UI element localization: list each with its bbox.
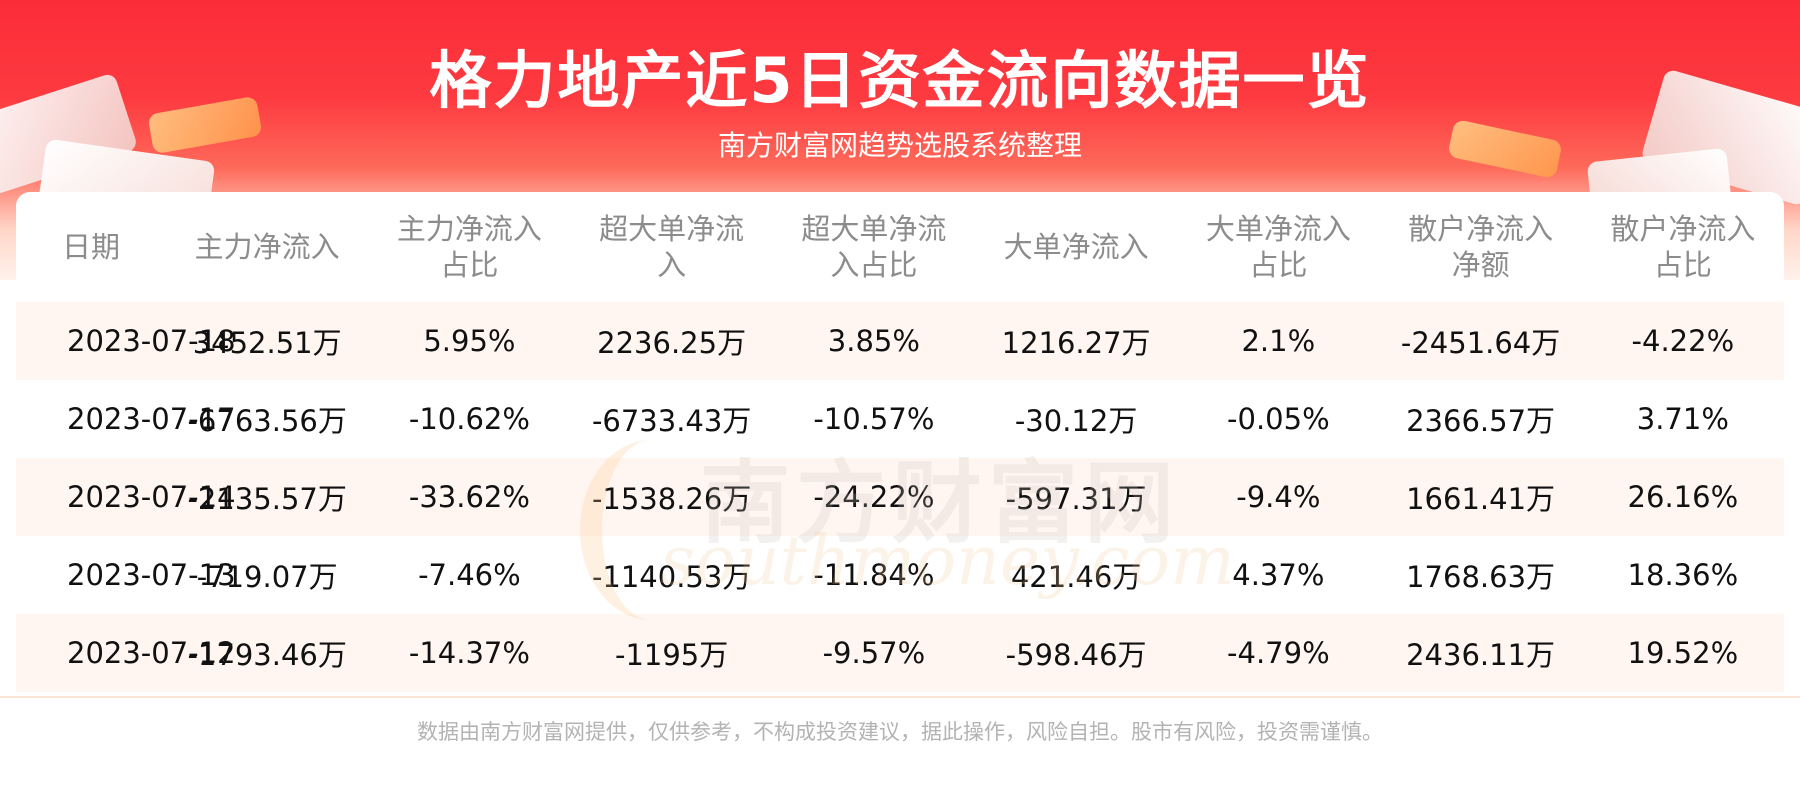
column-header-line: 日期	[62, 230, 121, 264]
column-header-line: 超大单净流	[599, 212, 745, 246]
column-header-line: 大单净流入	[1003, 230, 1149, 264]
value-cell: 1661.41万	[1379, 458, 1582, 536]
value-cell: 2.1%	[1177, 302, 1380, 380]
column-header: 主力净流入	[166, 192, 368, 302]
value-cell: 4.37%	[1232, 558, 1325, 592]
column-header: 大单净流入 占比	[1177, 192, 1379, 302]
disclaimer-text: 数据由南方财富网提供，仅供参考，不构成投资建议，据此操作，风险自担。股市有风险，…	[417, 720, 1383, 744]
value-cell: -2451.64万	[1379, 302, 1582, 380]
column-header-line: 入	[657, 248, 687, 282]
column-header: 散户净流入 净额	[1379, 192, 1581, 302]
value-cell: -14.37%	[368, 614, 571, 692]
table-row: 2023-07-18 3452.51万 5.95% 2236.25万 3.85% 1216…	[16, 302, 1784, 380]
value-cell: 1768.63万	[1406, 560, 1556, 594]
value-cell: -33.62%	[368, 458, 571, 536]
value-cell: 18.36%	[1627, 558, 1739, 592]
column-header-line: 散户净流入	[1408, 212, 1554, 246]
column-header: 大单净流入	[975, 192, 1177, 302]
date-cell: 2023-07-13	[67, 558, 236, 592]
date-cell: 2023-07-17	[67, 402, 236, 436]
value-cell: 3.71%	[1636, 402, 1729, 436]
column-header: 超大单净流 入占比	[773, 192, 975, 302]
value-cell: -1538.26万	[570, 458, 773, 536]
column-header-line: 入占比	[830, 248, 918, 282]
column-header-line: 主力净流入	[194, 230, 340, 264]
table-header-row: 日期 主力净流入 主力净流入 占比 超大单净流入超大单净流 入占比 大单净流入 大单净流入 占比…	[16, 192, 1784, 302]
value-cell: -2135.57万	[166, 458, 369, 536]
column-header: 超大单净流入	[571, 192, 773, 302]
value-cell: -6763.56万	[187, 404, 347, 438]
page-subtitle: 南方财富网趋势选股系统整理	[717, 129, 1082, 162]
value-cell: -6733.43万	[591, 404, 752, 438]
table-row: 2023-07-12 -1793.46万 -14.37% -1195万 -9.57% -5…	[16, 614, 1784, 692]
column-header: 主力净流入 占比	[368, 192, 570, 302]
table-panel	[16, 192, 1784, 696]
date-cell: 2023-07-12	[16, 614, 236, 692]
table-row: 2023-07-14 -2135.57万 -33.62% -1538.26万 -24.2…	[16, 458, 1784, 536]
value-cell: 19.52%	[1581, 614, 1784, 692]
column-header-line: 占比	[1653, 248, 1712, 282]
value-cell: -597.31万	[974, 458, 1178, 536]
value-cell: 2366.57万	[1406, 404, 1556, 438]
value-cell: -4.79%	[1177, 614, 1380, 692]
fund-flow-table: 日期 主力净流入 主力净流入 占比 超大单净流入超大单净流 入占比 大单净流入 大单净流入 占比…	[16, 192, 1784, 692]
table-body: 2023-07-18 3452.51万 5.95% 2236.25万 3.85% 1216…	[16, 302, 1784, 692]
value-cell: -1140.53万	[591, 560, 752, 594]
table-row: 2023-07-17 -6763.56万 -10.62% -6733.43万 -10.5…	[16, 380, 1784, 458]
column-header-line: 净额	[1451, 248, 1510, 282]
date-cell: 2023-07-14	[16, 458, 236, 536]
value-cell: 2236.25万	[570, 302, 773, 380]
value-cell: 421.46万	[1010, 560, 1142, 594]
column-header-line: 散户净流入	[1610, 212, 1756, 246]
value-cell: 3452.51万	[166, 302, 369, 380]
value-cell: 2436.11万	[1379, 614, 1582, 692]
page-title: 格力地产近5日资金流向数据一览	[429, 44, 1371, 117]
value-cell: 3.85%	[772, 302, 975, 380]
column-header-line: 主力净流入	[396, 212, 542, 246]
column-header: 散户净流入 占比	[1582, 192, 1784, 302]
value-cell: -7.46%	[418, 558, 521, 592]
value-cell: -11.84%	[813, 558, 935, 592]
value-cell: 5.95%	[368, 302, 571, 380]
value-cell: -9.57%	[772, 614, 975, 692]
column-header-line: 超大单净流	[801, 212, 947, 246]
value-cell: -10.57%	[813, 402, 935, 436]
value-cell: -30.12万	[1014, 404, 1138, 438]
value-cell: -1793.46万	[166, 614, 369, 692]
value-cell: -4.22%	[1581, 302, 1784, 380]
column-header-line: 占比	[1249, 248, 1308, 282]
value-cell: -1195万	[570, 614, 773, 692]
value-cell: 1216.27万	[974, 302, 1178, 380]
date-cell: 2023-07-18	[16, 302, 236, 380]
value-cell: -24.22%	[772, 458, 975, 536]
footer-divider	[0, 696, 1800, 698]
column-header: 日期	[16, 192, 166, 302]
value-cell: 26.16%	[1581, 458, 1784, 536]
table-row: 2023-07-13 -719.07万 -7.46% -1140.53万 -11.84%…	[16, 536, 1784, 614]
column-header-line: 大单净流入	[1205, 212, 1351, 246]
column-header-line: 占比	[440, 248, 499, 282]
value-cell: -598.46万	[974, 614, 1178, 692]
value-cell: -0.05%	[1227, 402, 1330, 436]
value-cell: -719.07万	[196, 560, 338, 594]
value-cell: -9.4%	[1177, 458, 1380, 536]
value-cell: -10.62%	[408, 402, 530, 436]
